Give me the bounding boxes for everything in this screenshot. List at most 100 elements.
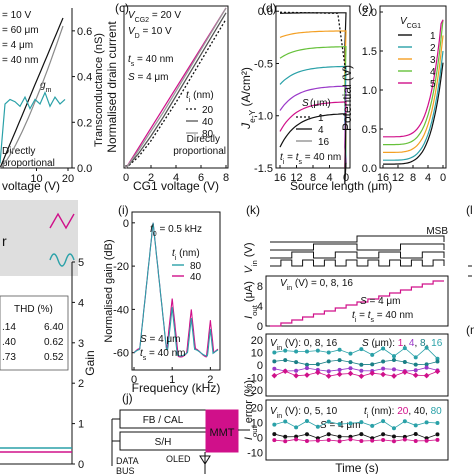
error-marker	[272, 432, 277, 437]
error-marker	[381, 346, 386, 351]
error-marker	[326, 432, 331, 437]
label-part: error (%)	[243, 380, 255, 426]
y-tick-label: 4	[257, 301, 263, 313]
error-marker	[413, 438, 418, 443]
thd-value: .73	[2, 352, 16, 363]
y-axis-label: Vin (V)	[243, 242, 259, 273]
panel-label: (k)	[246, 203, 260, 217]
error-marker	[381, 419, 386, 424]
x-tick-label: 6	[198, 172, 204, 184]
label-part: = 4 μm	[327, 420, 361, 431]
x-axis-label: Source length (μm)	[290, 179, 392, 193]
plot-frame	[265, 275, 449, 327]
error-marker	[272, 438, 277, 443]
legend-box	[0, 200, 78, 276]
annotation: S = 4 μm	[128, 72, 169, 83]
error-marker	[435, 421, 440, 426]
potential-line	[383, 62, 444, 165]
error-marker	[325, 373, 332, 379]
error-marker	[326, 419, 331, 424]
current-density-line	[279, 85, 347, 163]
param-label: = 60 μm	[2, 25, 39, 36]
legend-title: S	[302, 98, 309, 109]
digital-signal-line	[270, 235, 445, 243]
error-marker	[294, 360, 299, 365]
legend-label: 40	[202, 117, 214, 128]
error-marker	[293, 372, 299, 379]
y-tick-label: -20	[113, 261, 129, 273]
label-part: ,	[425, 406, 431, 417]
error-marker	[283, 358, 288, 363]
error-marker	[402, 360, 407, 365]
error-marker	[294, 368, 299, 373]
current-line	[0, 25, 64, 169]
x-tick-label: 16	[274, 172, 286, 184]
label-part: s	[131, 61, 135, 68]
x-tick-label: 0	[343, 172, 349, 184]
label-part: = 40 nm	[134, 54, 173, 65]
error-marker	[315, 348, 320, 353]
error-marker	[402, 419, 407, 424]
label-part: 8	[420, 338, 426, 349]
param-label: = 10 V	[2, 10, 32, 21]
label-part: t	[140, 348, 144, 359]
y-tick-label: 0	[257, 360, 263, 372]
label-part: (V) = 0, 8, 16	[292, 278, 353, 289]
error-marker	[283, 434, 288, 439]
plot-frame	[265, 399, 449, 461]
param-label: = 4 μm	[2, 40, 33, 51]
y-tick-label: 4	[78, 297, 84, 309]
error-marker	[336, 371, 343, 378]
fb-cal-label: FB / CAL	[143, 415, 184, 426]
y-tick-label: -10	[247, 448, 263, 460]
error-marker	[413, 432, 418, 437]
error-marker	[413, 423, 418, 428]
panel-label-fragment: (l	[466, 203, 473, 217]
legend-title: ti (nm)	[186, 90, 214, 104]
label-part: 0	[153, 231, 157, 238]
potential-line	[383, 35, 444, 153]
error-marker	[304, 432, 309, 437]
direct-label: Directly	[2, 146, 35, 157]
thd-value: .14	[2, 322, 16, 333]
annotation: VCG2 = 20 V	[128, 10, 181, 24]
annotation: ts = 40 nm	[128, 54, 173, 68]
legend-label: 4	[430, 67, 436, 78]
label-part: = 20 V	[149, 10, 181, 21]
error-marker	[391, 434, 396, 439]
y-tick-label: 1.5	[362, 46, 377, 58]
label-part: out	[250, 425, 259, 437]
error-marker	[272, 422, 277, 427]
label-part: m	[46, 87, 52, 94]
label-part: 20	[397, 406, 409, 417]
y-tick-label: 5	[78, 257, 84, 269]
thd-table	[0, 295, 69, 371]
label-part: s	[371, 317, 375, 324]
error-marker	[435, 437, 440, 442]
panel-label: (i)	[118, 203, 129, 217]
x-tick-label: 0	[131, 374, 137, 386]
label-part: V	[128, 10, 136, 21]
current-density-line	[280, 12, 347, 163]
digital-signal-line	[270, 243, 445, 251]
label-part: = 4 μm	[367, 296, 401, 307]
label-part: g	[40, 80, 46, 91]
y-tick-label: 0	[78, 459, 84, 471]
current-density-line	[279, 101, 347, 169]
panel-label: (e)	[358, 1, 373, 15]
potential-line	[383, 50, 444, 161]
legend-label: 80	[202, 129, 214, 140]
y-tick-label: 0.0	[258, 6, 273, 18]
potential-line	[383, 19, 444, 138]
error-marker	[381, 437, 386, 442]
current-density-line	[279, 65, 347, 163]
label-part: = 10 V	[140, 26, 172, 37]
annotation: ti (nm): 20, 40, 80	[364, 406, 442, 420]
y-tick-label: 1.0	[362, 85, 377, 97]
label-part: (μm):	[369, 338, 398, 349]
x-axis-label: Frequency (kHz)	[132, 381, 221, 395]
error-marker	[348, 360, 353, 365]
annotation: ti = ts = 40 nm	[352, 310, 413, 324]
y-tick-label: 3	[78, 338, 84, 350]
